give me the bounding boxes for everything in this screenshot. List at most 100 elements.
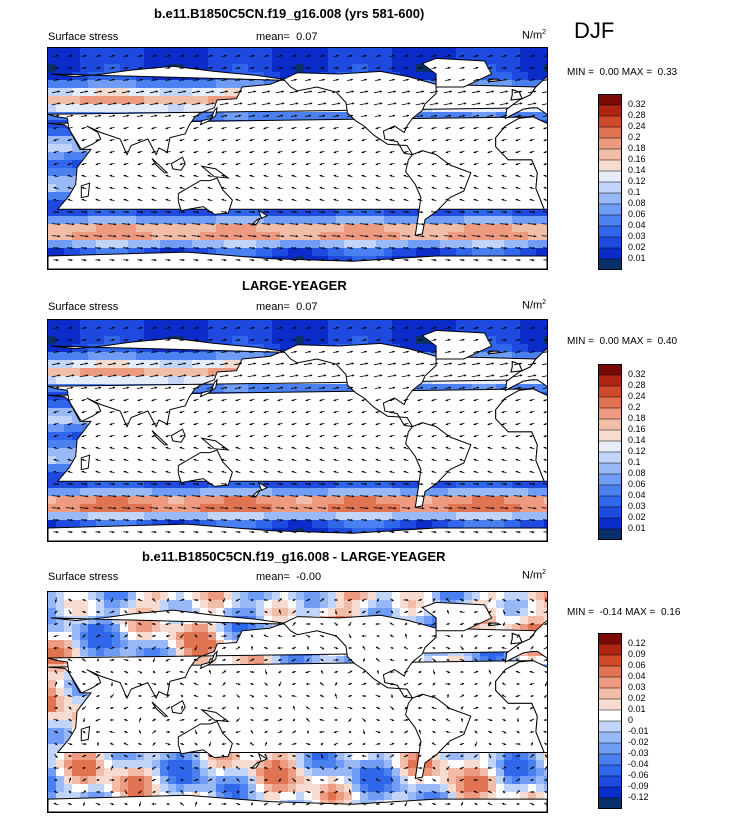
field-cell bbox=[128, 224, 137, 233]
field-cell bbox=[184, 208, 193, 217]
field-cell bbox=[112, 96, 121, 105]
field-cell bbox=[480, 512, 489, 521]
field-cell bbox=[112, 48, 121, 57]
field-cell bbox=[232, 520, 241, 529]
field-cell bbox=[96, 56, 105, 65]
field-cell bbox=[80, 152, 89, 161]
field-cell bbox=[512, 248, 521, 257]
stress-vector-head bbox=[95, 150, 99, 154]
stress-vector-head bbox=[361, 150, 365, 154]
field-cell bbox=[296, 512, 305, 521]
field-cell bbox=[248, 216, 257, 225]
field-cell bbox=[72, 328, 81, 337]
field-cell bbox=[184, 48, 193, 57]
field-cell bbox=[296, 224, 305, 233]
field-cell bbox=[96, 336, 105, 345]
field-cell bbox=[480, 488, 489, 497]
stress-vector-head bbox=[323, 90, 326, 93]
field-cell bbox=[152, 496, 161, 505]
field-cell bbox=[520, 80, 529, 89]
colorbar-tick-label: 0.24 bbox=[628, 121, 646, 131]
field-cell bbox=[184, 320, 193, 329]
stress-vector-head bbox=[294, 54, 297, 58]
field-cell bbox=[264, 240, 273, 249]
field-cell bbox=[544, 224, 547, 233]
field-cell bbox=[96, 320, 105, 329]
field-cell bbox=[80, 48, 89, 57]
field-cell bbox=[280, 496, 289, 505]
stress-vector-head bbox=[179, 138, 182, 142]
panel-2-mean-value: 0.07 bbox=[296, 301, 318, 313]
field-cell bbox=[272, 488, 281, 497]
stress-vector-head bbox=[333, 198, 336, 201]
stress-vector-head bbox=[98, 66, 101, 70]
field-cell bbox=[56, 448, 65, 457]
stress-vector-head bbox=[84, 78, 87, 81]
field-cell bbox=[320, 328, 329, 337]
field-cell bbox=[64, 56, 73, 65]
field-cell bbox=[96, 344, 105, 353]
stress-vector-head bbox=[84, 326, 87, 330]
stress-vector-head bbox=[179, 198, 182, 201]
stress-vector-head bbox=[95, 138, 98, 142]
stress-vector-head bbox=[263, 186, 266, 190]
stress-vector-head bbox=[154, 54, 157, 58]
stress-vector-head bbox=[210, 258, 213, 262]
stress-vector-head bbox=[336, 78, 339, 81]
stress-vector-head bbox=[487, 150, 491, 154]
field-cell bbox=[392, 64, 401, 73]
field-cell bbox=[160, 104, 169, 113]
stress-vector-head bbox=[375, 186, 378, 190]
stress-vector-head bbox=[295, 90, 298, 93]
field-cell bbox=[496, 488, 505, 497]
field-cell bbox=[320, 320, 329, 329]
stress-vector-head bbox=[322, 326, 325, 330]
field-cell bbox=[56, 368, 65, 377]
field-cell bbox=[528, 48, 537, 57]
stress-vector-head bbox=[249, 138, 252, 142]
field-cell bbox=[136, 376, 145, 385]
stress-vector-head bbox=[280, 258, 283, 262]
field-cell bbox=[264, 512, 273, 521]
field-cell bbox=[504, 64, 513, 73]
field-cell bbox=[480, 80, 489, 89]
stress-vector-head bbox=[463, 102, 467, 105]
stress-vector-head bbox=[70, 78, 73, 81]
stress-vector-head bbox=[365, 223, 369, 226]
field-cell bbox=[504, 232, 513, 241]
stress-vector-head bbox=[543, 174, 547, 178]
field-cell bbox=[272, 320, 281, 329]
field-cell bbox=[104, 496, 113, 505]
field-cell bbox=[280, 216, 289, 225]
field-cell bbox=[512, 504, 521, 513]
field-cell bbox=[304, 512, 313, 521]
field-cell bbox=[184, 352, 193, 361]
field-cell bbox=[408, 56, 417, 65]
field-cell bbox=[56, 248, 65, 257]
field-cell bbox=[328, 224, 337, 233]
stress-vector-head bbox=[98, 78, 101, 81]
field-cell bbox=[328, 480, 337, 489]
stress-vector-head bbox=[420, 326, 423, 330]
field-cell bbox=[376, 520, 385, 529]
stress-vector-head bbox=[336, 326, 339, 330]
stress-vector-head bbox=[210, 54, 213, 58]
field-cell bbox=[280, 488, 289, 497]
field-cell bbox=[520, 344, 529, 353]
field-cell bbox=[496, 344, 505, 353]
field-cell bbox=[520, 480, 529, 489]
panel-1-mean-label: mean= 0.07 bbox=[256, 31, 318, 43]
stress-vector-head bbox=[389, 174, 393, 178]
stress-vector-head bbox=[518, 54, 521, 58]
field-cell bbox=[504, 240, 513, 249]
stress-vector-head bbox=[323, 102, 327, 105]
field-cell bbox=[200, 360, 209, 369]
stress-vector-head bbox=[448, 326, 451, 330]
field-cell bbox=[240, 488, 249, 497]
field-cell bbox=[272, 512, 281, 521]
field-cell bbox=[128, 520, 137, 529]
field-cell bbox=[440, 112, 449, 121]
field-cell bbox=[160, 56, 169, 65]
stress-vector-head bbox=[505, 90, 508, 93]
stress-vector-head bbox=[491, 90, 494, 93]
